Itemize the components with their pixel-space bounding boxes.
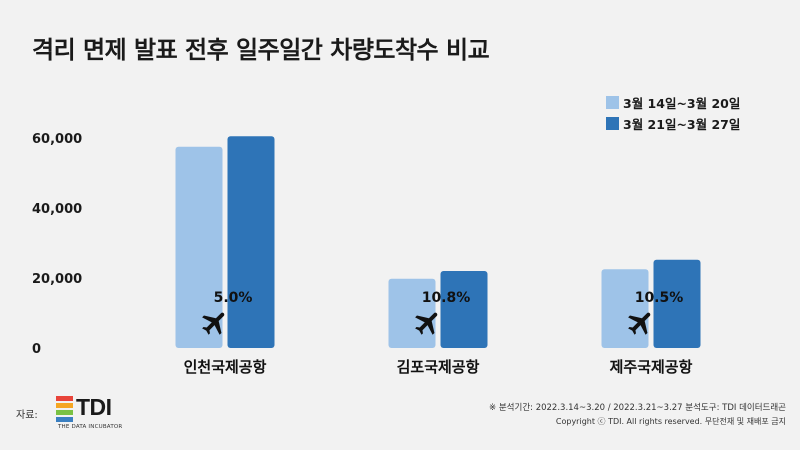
legend: 3월 14일~3월 20일 3월 21일~3월 27일	[606, 92, 740, 134]
legend-item-series-2: 3월 21일~3월 27일	[606, 113, 740, 134]
y-tick-label: 0	[32, 342, 41, 357]
change-label: 10.8%	[422, 290, 471, 306]
chart-title: 격리 면제 발표 전후 일주일간 차량도착수 비교	[32, 36, 490, 64]
bar-1-1	[175, 146, 223, 348]
logo-text: TDI	[76, 394, 112, 420]
legend-label-series-1: 3월 14일~3월 20일	[623, 96, 741, 111]
bar-2-3	[653, 259, 701, 348]
tdi-logo-mark	[56, 396, 73, 422]
airplane-icon	[202, 312, 225, 335]
x-category-label: 제주국제공항	[610, 358, 693, 376]
copyright-text: Copyright ⓒ TDI. All rights reserved. 무단…	[555, 417, 786, 426]
source-label: 자료:	[16, 410, 38, 421]
legend-label-series-2: 3월 21일~3월 27일	[623, 117, 741, 132]
bar-2-1	[227, 136, 275, 348]
y-tick-label: 20,000	[32, 272, 82, 287]
y-tick-label: 40,000	[32, 202, 82, 217]
x-category-label: 인천국제공항	[184, 358, 267, 376]
airplane-icon	[628, 312, 651, 335]
change-label: 5.0%	[214, 290, 253, 306]
analysis-note: ※ 분석기간: 2022.3.14~3.20 / 2022.3.21~3.27 …	[489, 403, 786, 413]
bar-1-2	[388, 278, 436, 348]
x-category-label: 김포국제공항	[397, 358, 480, 376]
legend-swatch-series-1	[606, 96, 619, 109]
legend-swatch-series-2	[606, 117, 619, 130]
logo-subtitle: THE DATA INCUBATOR	[58, 424, 123, 430]
legend-item-series-1: 3월 14일~3월 20일	[606, 92, 740, 113]
bar-2-2	[440, 271, 488, 348]
y-tick-label: 60,000	[32, 132, 82, 147]
airplane-icon	[415, 312, 438, 335]
change-label: 10.5%	[635, 290, 684, 306]
bar-1-3	[601, 269, 649, 348]
